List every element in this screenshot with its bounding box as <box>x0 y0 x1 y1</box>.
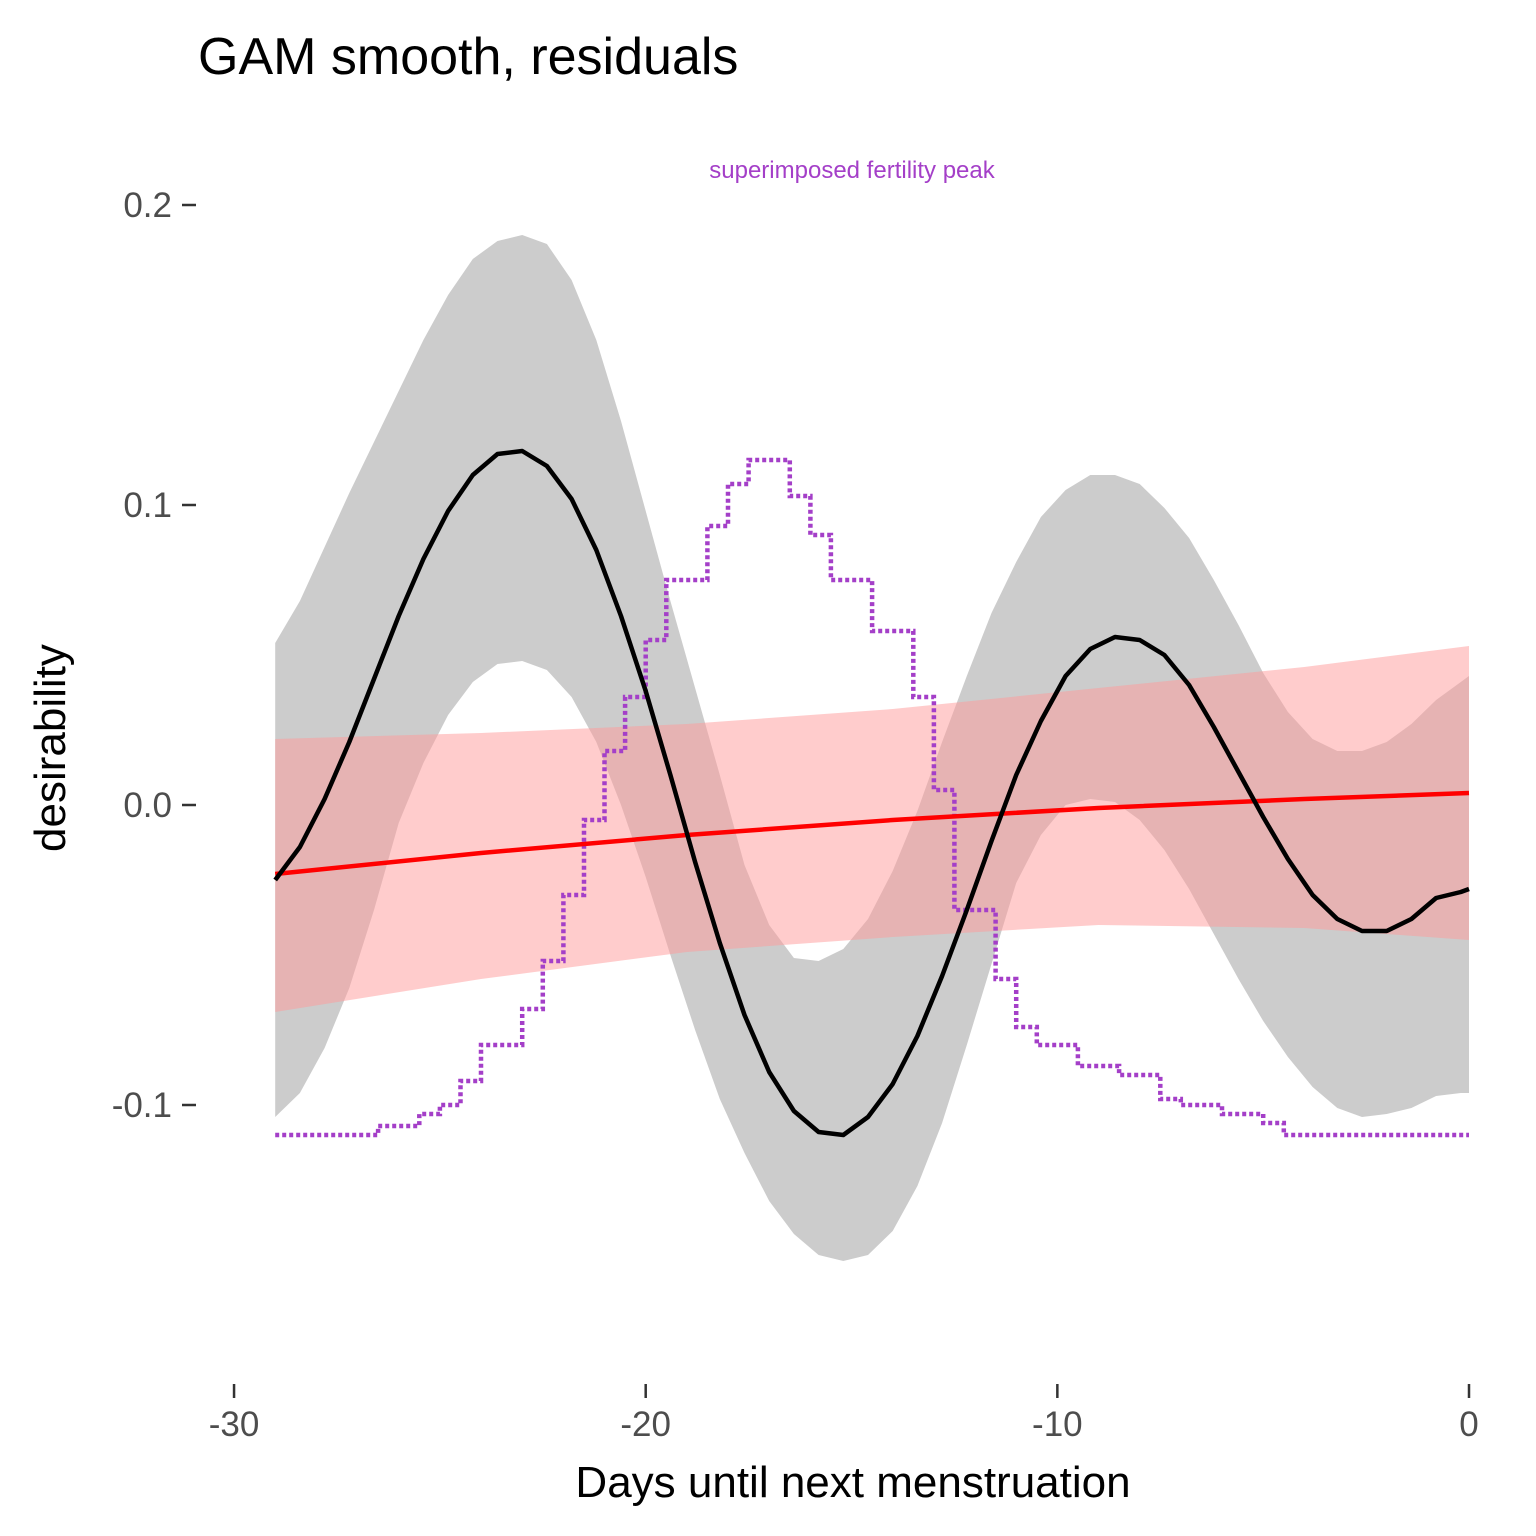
gam-smooth-line <box>273 448 1470 1138</box>
y-axis-title: desirability <box>26 644 75 852</box>
x-tick-label: 0 <box>1459 1405 1478 1444</box>
chart-title: GAM smooth, residuals <box>198 28 738 86</box>
y-tick-label: 0.1 <box>123 486 172 525</box>
y-axis: -0.1 0.0 0.1 0.2 <box>112 186 196 1125</box>
x-axis: -30 -20 -10 0 <box>209 1384 1479 1444</box>
y-tick-label: 0.2 <box>123 186 172 225</box>
gam-confidence-band <box>275 235 1470 1261</box>
x-tick-label: -20 <box>620 1405 671 1444</box>
fertility-peak-line <box>275 457 1469 1138</box>
x-axis-title: Days until next menstruation <box>575 1458 1130 1507</box>
y-tick-label: -0.1 <box>112 1086 172 1125</box>
x-tick-label: -30 <box>209 1405 260 1444</box>
plot-area <box>273 235 1470 1261</box>
linear-fit-line <box>274 790 1470 877</box>
chart-annotation: superimposed fertility peak <box>709 157 995 184</box>
x-tick-label: -10 <box>1032 1405 1083 1444</box>
linear-confidence-band <box>275 646 1470 1012</box>
y-tick-label: 0.0 <box>123 786 172 825</box>
